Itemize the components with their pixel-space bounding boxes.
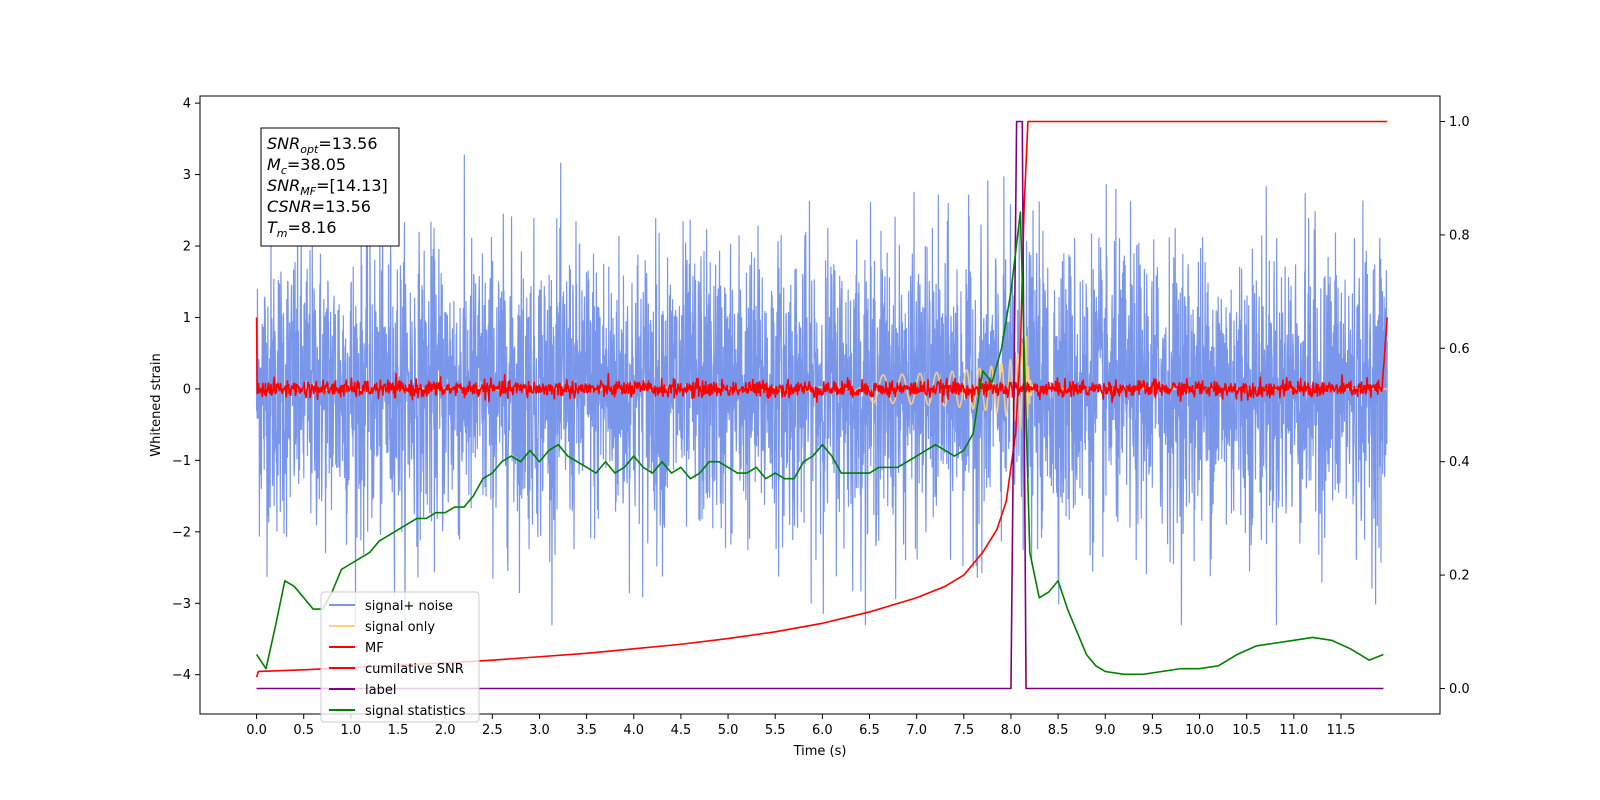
x-tick-label: 10.5 (1232, 723, 1261, 738)
y2-tick-label: 0.6 (1449, 342, 1470, 357)
x-tick-label: 6.5 (859, 723, 880, 738)
y-axis-right: 0.0 0.2 0.4 0.6 0.8 1.0 (1440, 115, 1470, 697)
x-tick-label: 1.5 (388, 723, 409, 738)
x-tick-label: 8.5 (1048, 723, 1069, 738)
x-tick-label: 4.0 (623, 723, 644, 738)
y-tick-label: −2 (172, 525, 191, 540)
legend-label: signal only (365, 620, 435, 635)
y-axis-left: −4 −3 −2 −1 0 1 2 3 4 (172, 97, 200, 683)
x-tick-label: 9.0 (1095, 723, 1116, 738)
legend-frame (320, 591, 480, 723)
legend-label: MF (365, 641, 384, 656)
series-line-mf (255, 317, 1388, 404)
y2-tick-label: 1.0 (1449, 115, 1470, 130)
y2-tick-label: 0.8 (1449, 228, 1470, 243)
legend-entry: signal only (329, 620, 435, 635)
annotation-line: Mc=38.05 (267, 155, 346, 177)
y-tick-label: 4 (183, 97, 191, 112)
x-tick-label: 2.0 (435, 723, 456, 738)
legend-label: signal+ noise (365, 599, 453, 614)
y-tick-label: −4 (172, 668, 191, 683)
legend-label: cumilative SNR (365, 662, 464, 677)
x-tick-label: 1.0 (341, 723, 362, 738)
legend-entry: signal+ noise (329, 599, 453, 614)
y-axis-label: Whitened strain (149, 353, 164, 456)
annotation-frame (260, 127, 400, 247)
legend-entry: cumilative SNR (329, 662, 464, 677)
x-tick-label: 5.0 (718, 723, 739, 738)
series-line-label (256, 120, 1384, 690)
y-tick-label: −3 (172, 597, 191, 612)
x-tick-label: 7.5 (953, 723, 974, 738)
x-axis: 0.0 0.5 1.0 1.5 2.0 2.5 3.0 3.5 4.0 4.5 5.0 5.5 6.0 6… (246, 714, 1355, 738)
legend-label: signal statistics (365, 704, 466, 719)
y2-tick-label: 0.0 (1449, 682, 1470, 697)
x-tick-label: 0.0 (246, 723, 267, 738)
x-tick-label: 6.0 (812, 723, 833, 738)
legend: signal+ noise signal only MF cumilative SNR… (320, 591, 480, 723)
legend-entry: MF (329, 641, 384, 656)
x-axis-label: Time (s) (793, 744, 847, 759)
stats-annotation-box: SNRopt=13.56Mc=38.05SNRMF=[14.13]CSNR=13… (260, 127, 400, 247)
x-tick-label: 0.5 (293, 723, 314, 738)
x-tick-label: 4.5 (671, 723, 692, 738)
annotation-line: SNRMF=[14.13] (267, 176, 388, 198)
axes-frame (199, 95, 1441, 715)
x-tick-label: 3.5 (576, 723, 597, 738)
series-line-signal-noise (255, 154, 1388, 626)
y-tick-label: −1 (172, 454, 191, 469)
legend-label: label (365, 683, 396, 698)
x-tick-label: 5.5 (765, 723, 786, 738)
y2-tick-label: 0.2 (1449, 569, 1470, 584)
x-tick-label: 11.0 (1279, 723, 1308, 738)
y-tick-label: 2 (183, 240, 191, 255)
x-tick-label: 9.5 (1142, 723, 1163, 738)
x-tick-label: 11.5 (1327, 723, 1356, 738)
y2-tick-label: 0.4 (1449, 455, 1470, 470)
annotation-line: SNRopt=13.56 (267, 134, 378, 156)
legend-entry: signal statistics (329, 704, 466, 719)
x-tick-label: 10.0 (1185, 723, 1214, 738)
x-tick-label: 3.0 (529, 723, 550, 738)
legend-entry: label (329, 683, 396, 698)
annotation-line: Tm=8.16 (267, 218, 337, 240)
series-line-signal-statistics (255, 211, 1384, 676)
y-tick-label: 0 (183, 382, 191, 397)
annotation-line: CSNR=13.56 (267, 197, 371, 216)
x-tick-label: 7.0 (906, 723, 927, 738)
y-tick-label: 1 (183, 311, 191, 326)
y-tick-label: 3 (183, 168, 191, 183)
x-tick-label: 2.5 (482, 723, 503, 738)
x-tick-label: 8.0 (1001, 723, 1022, 738)
